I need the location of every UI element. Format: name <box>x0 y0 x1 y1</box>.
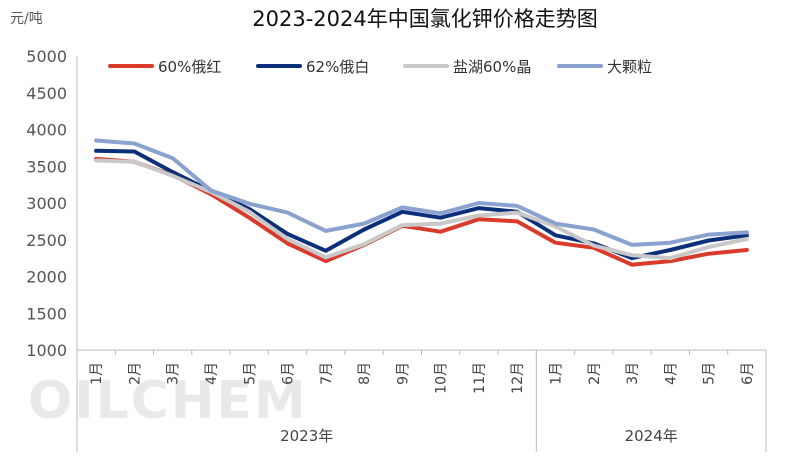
x-tick-label: 2月 <box>587 362 603 385</box>
x-tick-label: 8月 <box>357 362 373 385</box>
x-tick-label: 4月 <box>663 362 679 385</box>
x-tick-label: 4月 <box>204 362 220 385</box>
series-lines <box>94 138 749 267</box>
y-tick-label: 1500 <box>26 304 67 323</box>
y-tick-label: 4000 <box>26 121 67 140</box>
y-tick-label: 1000 <box>26 341 67 360</box>
x-tick-label: 2月 <box>127 362 143 385</box>
x-tick-label: 6月 <box>281 362 297 385</box>
watermark-logo: OILCHEM <box>28 371 308 431</box>
legend-label: 大颗粒 <box>607 58 652 76</box>
x-tick-label: 3月 <box>166 362 182 385</box>
legend-label: 60%俄红 <box>158 58 221 76</box>
x-tick-label: 6月 <box>740 362 756 385</box>
x-tick-label: 11月 <box>472 362 488 394</box>
legend-label: 62%俄白 <box>306 58 369 76</box>
y-tick-label: 2500 <box>26 231 67 250</box>
y-tick-label: 5000 <box>26 47 67 66</box>
x-tick-label: 9月 <box>395 362 411 385</box>
x-tick-label: 3月 <box>625 362 641 385</box>
series-line-4 <box>94 138 749 247</box>
x-tick-label: 5月 <box>242 362 258 385</box>
x-tick-label: 1月 <box>89 362 105 385</box>
y-tick-label: 3000 <box>26 194 67 213</box>
y-tick-label: 3500 <box>26 157 67 176</box>
y-unit-label: 元/吨 <box>10 11 43 27</box>
x-axis: 1月 2月 3月 4月 5月 6月 7月 8月 9月 10月 11月 12月 1月 2月 3月 4月 5月 6月 2… <box>76 349 767 452</box>
y-tick-label: 4500 <box>26 84 67 103</box>
legend: 60%俄红 62%俄白 盐湖60%晶 大颗粒 <box>108 58 652 76</box>
x-tick-label: 7月 <box>319 362 335 385</box>
legend-label: 盐湖60%晶 <box>453 58 531 76</box>
x-group-label: 2023年 <box>280 427 333 445</box>
y-tick-label: 2000 <box>26 268 67 287</box>
x-tick-label: 10月 <box>434 362 450 394</box>
chart-title: 2023-2024年中国氯化钾价格走势图 <box>252 7 597 31</box>
series-line-3 <box>94 158 749 261</box>
x-tick-label: 5月 <box>702 362 718 385</box>
x-tick-label: 1月 <box>548 362 564 385</box>
x-tick-label: 12月 <box>510 362 526 394</box>
y-axis: 1000 1500 2000 2500 3000 3500 4000 4500 5000 <box>26 47 78 360</box>
x-group-label: 2024年 <box>625 427 678 445</box>
